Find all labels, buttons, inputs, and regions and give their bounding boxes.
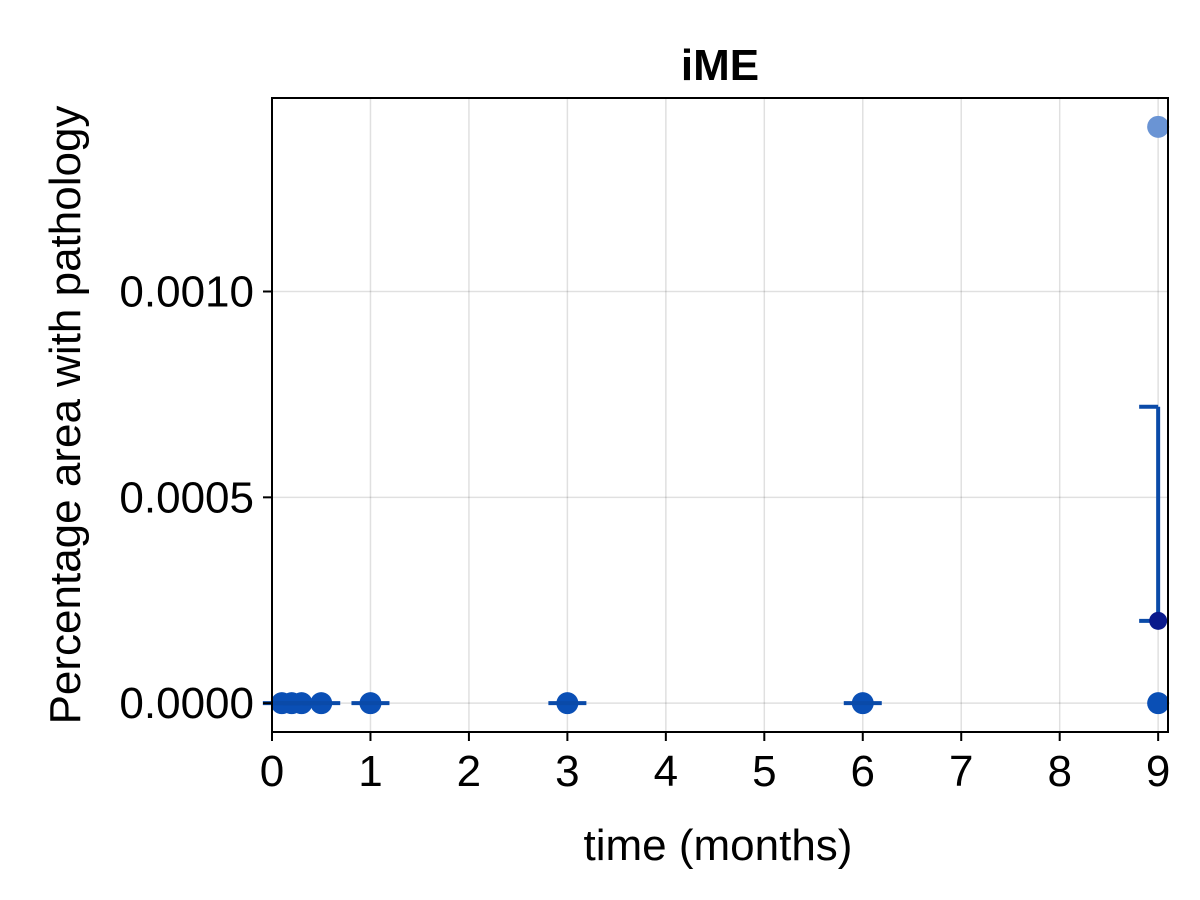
plot-frame (271, 97, 1169, 733)
x-tick-label: 1 (358, 747, 382, 796)
y-tick-label: 0.0010 (119, 267, 254, 316)
x-tick-label: 6 (851, 747, 875, 796)
axes: 0 1 2 3 4 5 6 7 8 9 0.0000 0.0005 0.0010 (119, 267, 1170, 796)
x-tick-label: 2 (457, 747, 481, 796)
mean-marker (1149, 611, 1168, 630)
x-tick-label: 7 (949, 747, 973, 796)
y-tick-label: 0.0005 (119, 473, 254, 522)
y-axis-label: Percentage area with pathology (41, 106, 90, 725)
x-tick-label: 4 (654, 747, 678, 796)
data-point (1147, 115, 1170, 138)
x-tick-label: 5 (752, 747, 776, 796)
x-tick-label: 8 (1047, 747, 1071, 796)
grid (271, 98, 1168, 732)
chart-title: iME (681, 41, 759, 90)
x-axis-label: time (months) (584, 821, 853, 870)
data-marks (262, 115, 1170, 715)
x-tick-label: 0 (260, 747, 284, 796)
data-point (1147, 692, 1170, 715)
x-tick-label: 9 (1146, 747, 1170, 796)
y-tick-label: 0.0000 (119, 679, 254, 728)
x-tick-label: 3 (555, 747, 579, 796)
